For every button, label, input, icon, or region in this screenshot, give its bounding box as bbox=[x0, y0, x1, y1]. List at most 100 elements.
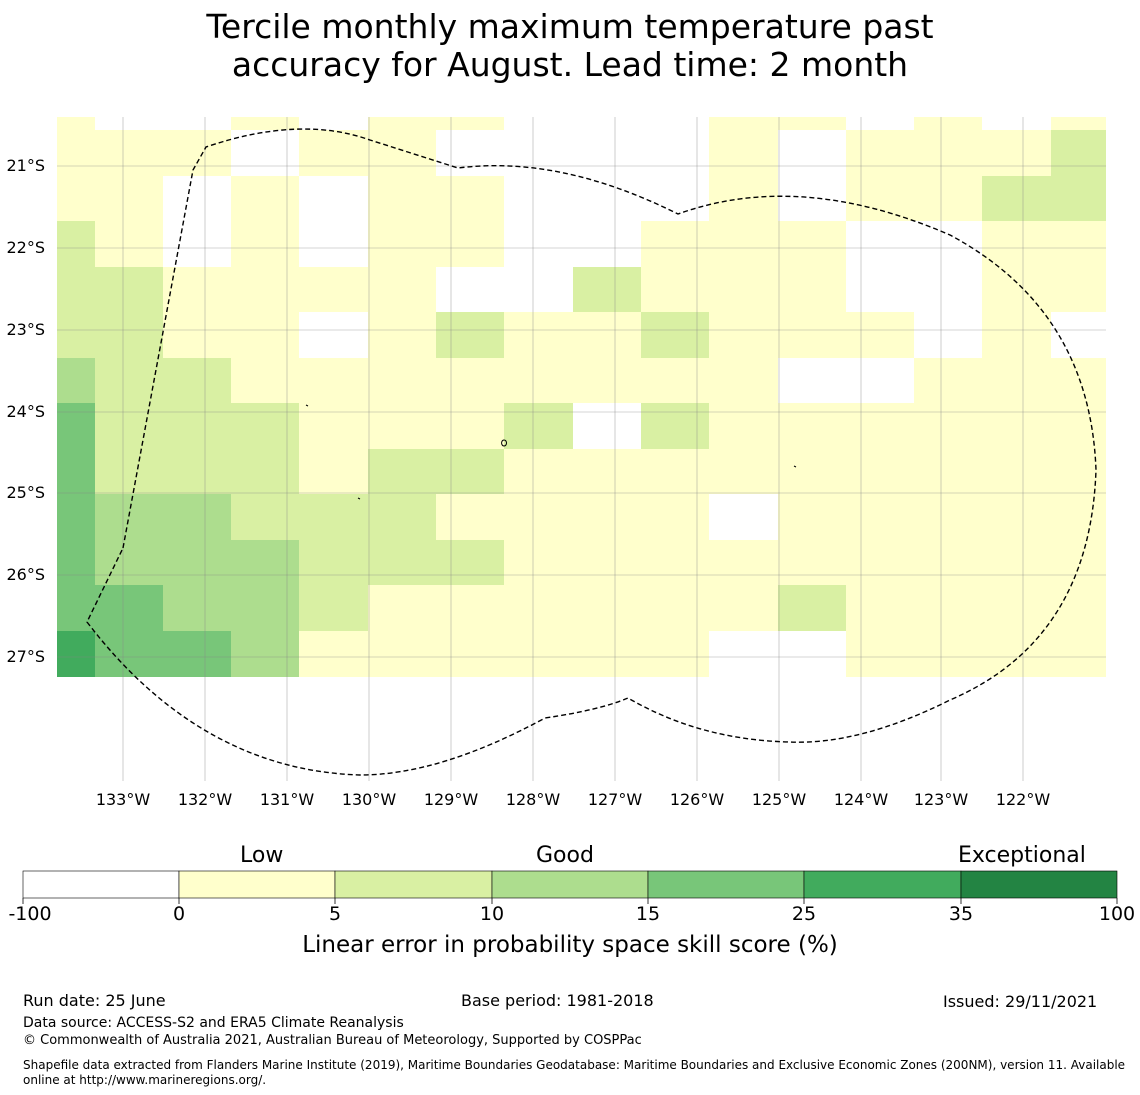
grid-cell bbox=[914, 403, 982, 449]
grid-cell bbox=[504, 358, 573, 403]
grid-cell bbox=[846, 449, 914, 494]
grid-cell bbox=[231, 176, 299, 221]
grid-cell bbox=[709, 221, 778, 267]
grid-cell bbox=[368, 176, 436, 221]
grid-cell bbox=[368, 540, 436, 585]
grid-cell bbox=[1051, 540, 1106, 585]
grid-cell bbox=[641, 585, 709, 631]
grid-cell bbox=[299, 358, 368, 403]
grid-cell bbox=[57, 267, 95, 312]
category-good: Good bbox=[536, 843, 594, 868]
longitude-label: 130°W bbox=[342, 790, 397, 809]
category-exceptional: Exceptional bbox=[958, 843, 1086, 868]
grid-cell bbox=[846, 494, 914, 540]
longitude-label: 131°W bbox=[260, 790, 315, 809]
grid-cell bbox=[573, 585, 641, 631]
grid-cell bbox=[163, 585, 231, 631]
grid-cell bbox=[95, 494, 163, 540]
grid-cell bbox=[368, 117, 436, 130]
colorbar-swatch bbox=[491, 870, 649, 899]
longitude-label: 128°W bbox=[506, 790, 561, 809]
grid-cell bbox=[299, 449, 368, 494]
grid-cell bbox=[778, 403, 846, 449]
latitude-labels: 21°S 22°S 23°S 24°S 25°S 26°S 27°S bbox=[6, 156, 45, 666]
longitude-label: 132°W bbox=[178, 790, 233, 809]
grid-cell bbox=[95, 176, 163, 221]
grid-cell bbox=[436, 312, 504, 358]
grid-cell bbox=[709, 403, 778, 449]
grid-cell bbox=[231, 631, 299, 677]
islands bbox=[305, 404, 797, 500]
grid-cell bbox=[982, 403, 1051, 449]
longitude-label: 124°W bbox=[834, 790, 889, 809]
grid-cell bbox=[982, 130, 1051, 176]
colorbar-swatch bbox=[178, 870, 336, 899]
grid-cell bbox=[504, 631, 573, 677]
grid-cell bbox=[709, 176, 778, 221]
grid-cell bbox=[504, 312, 573, 358]
grid-cell bbox=[709, 267, 778, 312]
colorbar-tick-label: 100 bbox=[1098, 903, 1136, 925]
grid-cell bbox=[641, 540, 709, 585]
grid-cell bbox=[299, 403, 368, 449]
latitude-label: 26°S bbox=[6, 565, 45, 584]
longitude-label: 133°W bbox=[96, 790, 151, 809]
grid-cell bbox=[368, 494, 436, 540]
grid-cell bbox=[231, 585, 299, 631]
grid-cell bbox=[436, 176, 504, 221]
skill-map: 133°W 132°W 131°W 130°W 129°W 128°W 127°W 126°W… bbox=[6, 117, 1106, 809]
grid-cell bbox=[573, 449, 641, 494]
island bbox=[305, 404, 309, 407]
grid-cell bbox=[504, 540, 573, 585]
grid-cell bbox=[914, 585, 982, 631]
grid-cell bbox=[436, 494, 504, 540]
grid-cell bbox=[982, 449, 1051, 494]
category-low: Low bbox=[240, 843, 284, 868]
longitude-label: 126°W bbox=[670, 790, 725, 809]
grid-cell bbox=[163, 494, 231, 540]
grid-cell bbox=[641, 358, 709, 403]
grid-cell bbox=[163, 130, 231, 176]
colorbar-tick-label: 5 bbox=[328, 903, 342, 925]
grid-cell bbox=[231, 312, 299, 358]
grid-cell bbox=[641, 267, 709, 312]
grid-cell bbox=[368, 358, 436, 403]
grid-cell bbox=[368, 312, 436, 358]
island bbox=[793, 465, 797, 468]
eez-boundary bbox=[86, 128, 1097, 776]
longitude-label: 125°W bbox=[752, 790, 807, 809]
grid-cell bbox=[846, 585, 914, 631]
latitude-label: 21°S bbox=[6, 156, 45, 175]
grid-cell bbox=[914, 117, 982, 130]
grid-cell bbox=[436, 221, 504, 267]
grid-cell bbox=[846, 312, 914, 358]
grid-cell bbox=[641, 221, 709, 267]
grid-cell bbox=[57, 312, 95, 358]
grid-cell bbox=[57, 449, 95, 494]
longitude-label: 127°W bbox=[588, 790, 643, 809]
grid-cell bbox=[778, 312, 846, 358]
grid-cell bbox=[914, 358, 982, 403]
grid-cell bbox=[982, 585, 1051, 631]
colorbar-tick-label: 15 bbox=[635, 903, 661, 925]
grid-cell bbox=[436, 631, 504, 677]
grid-cell bbox=[573, 358, 641, 403]
grid-cell bbox=[299, 494, 368, 540]
grid-cell bbox=[57, 540, 95, 585]
grid-cell bbox=[982, 540, 1051, 585]
grid-cell bbox=[846, 631, 914, 677]
grid-cell bbox=[57, 403, 95, 449]
grid-cell bbox=[57, 358, 95, 403]
grid-cell bbox=[573, 631, 641, 677]
grid-cell bbox=[163, 358, 231, 403]
longitude-label: 129°W bbox=[424, 790, 479, 809]
grid-cell bbox=[1051, 403, 1106, 449]
longitude-label: 122°W bbox=[996, 790, 1051, 809]
grid-cell bbox=[436, 117, 504, 130]
colorbar-tick-label: 25 bbox=[791, 903, 817, 925]
grid-cell bbox=[504, 585, 573, 631]
grid-cell bbox=[846, 176, 914, 221]
grid-cell bbox=[778, 221, 846, 267]
grid-cell bbox=[299, 585, 368, 631]
grid-cell bbox=[57, 117, 95, 130]
